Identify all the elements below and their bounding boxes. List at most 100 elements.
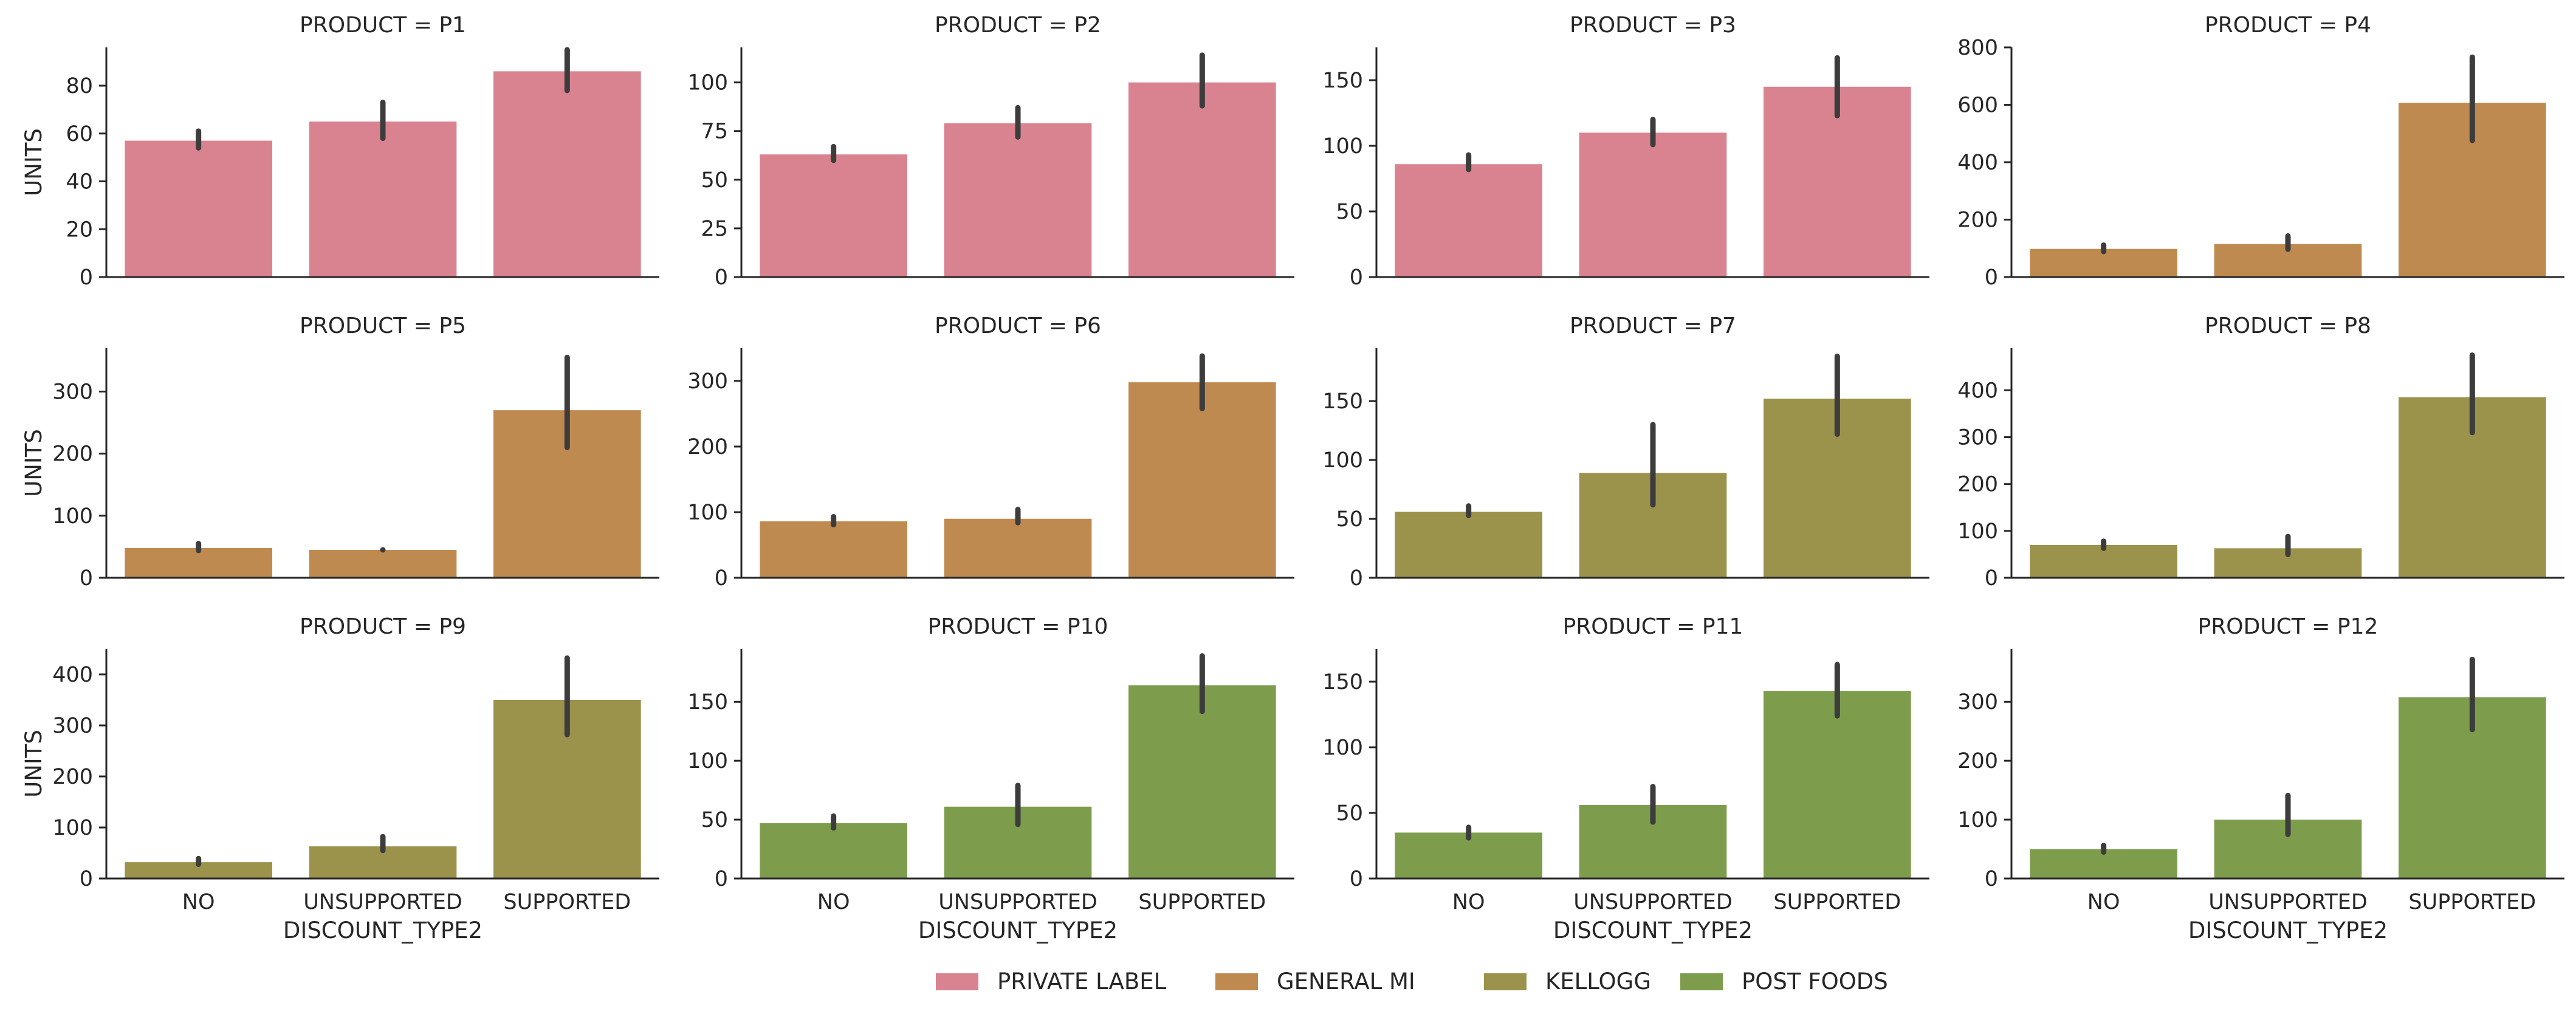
x-axis-label: DISCOUNT_TYPE2 xyxy=(918,917,1118,944)
y-tick-label: 50 xyxy=(1336,801,1363,826)
bar-unsupported xyxy=(944,123,1092,277)
legend-swatch xyxy=(936,973,978,990)
bar-supported xyxy=(1128,382,1276,578)
facet-title: PRODUCT = P3 xyxy=(1570,13,1736,38)
x-tick-label: NO xyxy=(817,890,850,914)
bar-unsupported xyxy=(309,122,457,277)
y-tick-label: 50 xyxy=(1336,507,1363,532)
y-tick-label: 0 xyxy=(715,867,728,891)
legend-swatch xyxy=(1680,973,1723,990)
x-tick-label: SUPPORTED xyxy=(1773,890,1901,914)
bar-supported xyxy=(1128,82,1276,277)
bar-no xyxy=(1395,164,1542,277)
facet-title: PRODUCT = P7 xyxy=(1570,313,1736,338)
bar-supported xyxy=(1764,86,1911,278)
legend-swatch xyxy=(1484,973,1527,990)
y-tick-label: 300 xyxy=(1957,690,1998,714)
facet-title: PRODUCT = P8 xyxy=(2205,313,2371,338)
y-tick-label: 150 xyxy=(1322,69,1363,93)
x-tick-label: UNSUPPORTED xyxy=(2208,890,2368,914)
y-tick-label: 150 xyxy=(1322,670,1363,694)
y-tick-label: 75 xyxy=(701,120,728,144)
x-tick-label: SUPPORTED xyxy=(1138,890,1266,914)
y-tick-label: 60 xyxy=(66,122,93,146)
y-tick-label: 0 xyxy=(80,566,93,591)
bar-no xyxy=(760,823,907,879)
y-tick-label: 0 xyxy=(1350,265,1363,290)
y-tick-label: 40 xyxy=(66,170,93,194)
y-tick-label: 100 xyxy=(52,816,93,840)
facet-title: PRODUCT = P1 xyxy=(300,13,466,38)
y-tick-label: 100 xyxy=(1322,736,1363,760)
facet-title: PRODUCT = P12 xyxy=(2198,614,2379,639)
y-tick-label: 600 xyxy=(1957,94,1998,118)
legend-swatch xyxy=(1215,973,1258,990)
y-tick-label: 0 xyxy=(1985,566,1998,591)
facet-title: PRODUCT = P4 xyxy=(2205,13,2371,38)
y-tick-label: 100 xyxy=(1322,134,1363,159)
x-tick-label: SUPPORTED xyxy=(2408,890,2536,914)
y-tick-label: 200 xyxy=(52,765,93,789)
y-tick-label: 300 xyxy=(1957,426,1998,450)
x-tick-label: UNSUPPORTED xyxy=(303,890,462,914)
y-tick-label: 0 xyxy=(1985,265,1998,290)
bar-no xyxy=(760,521,907,578)
y-tick-label: 200 xyxy=(1957,473,1998,497)
y-tick-label: 25 xyxy=(701,217,728,241)
legend-label: POST FOODS xyxy=(1742,968,1888,995)
y-tick-label: 100 xyxy=(1957,808,1998,832)
legend-label: GENERAL MI xyxy=(1277,968,1415,995)
facet-title: PRODUCT = P11 xyxy=(1563,614,1743,639)
y-axis-label: UNITS xyxy=(21,128,47,196)
bar-no xyxy=(760,154,907,277)
bar-unsupported xyxy=(1579,132,1727,277)
y-tick-label: 50 xyxy=(701,808,728,832)
bar-supported xyxy=(1764,691,1911,879)
y-tick-label: 0 xyxy=(715,265,728,290)
y-tick-label: 50 xyxy=(701,168,728,193)
y-tick-label: 0 xyxy=(715,566,728,591)
x-tick-label: NO xyxy=(1452,890,1485,914)
facet-title: PRODUCT = P10 xyxy=(928,614,1108,639)
bar-no xyxy=(125,140,272,277)
y-tick-label: 100 xyxy=(1322,448,1363,473)
x-tick-label: UNSUPPORTED xyxy=(938,890,1097,914)
y-tick-label: 100 xyxy=(687,749,728,773)
y-tick-label: 200 xyxy=(1957,749,1998,773)
y-tick-label: 100 xyxy=(1957,519,1998,544)
y-tick-label: 300 xyxy=(687,369,728,394)
y-tick-label: 20 xyxy=(66,218,93,242)
bar-unsupported xyxy=(944,518,1092,578)
bar-supported xyxy=(493,71,641,277)
y-tick-label: 0 xyxy=(1350,867,1363,891)
x-axis-label: DISCOUNT_TYPE2 xyxy=(283,917,483,944)
legend-label: PRIVATE LABEL xyxy=(997,968,1167,995)
x-axis-label: DISCOUNT_TYPE2 xyxy=(1553,917,1753,944)
y-tick-label: 150 xyxy=(687,690,728,714)
x-axis-label: DISCOUNT_TYPE2 xyxy=(2188,917,2388,944)
facet-title: PRODUCT = P9 xyxy=(300,614,466,639)
y-tick-label: 0 xyxy=(1350,566,1363,591)
x-tick-label: SUPPORTED xyxy=(503,890,631,914)
bar-supported xyxy=(1128,685,1276,879)
y-tick-label: 400 xyxy=(52,663,93,687)
y-axis-label: UNITS xyxy=(21,429,47,497)
y-tick-label: 400 xyxy=(1957,151,1998,175)
y-tick-label: 800 xyxy=(1957,36,1998,60)
y-tick-label: 200 xyxy=(1957,208,1998,233)
y-tick-label: 150 xyxy=(1322,389,1363,414)
facet-title: PRODUCT = P2 xyxy=(935,13,1101,38)
y-tick-label: 200 xyxy=(687,435,728,459)
legend-label: KELLOGG xyxy=(1545,968,1651,995)
y-tick-label: 400 xyxy=(1957,379,1998,403)
bar-no xyxy=(1395,512,1542,578)
y-tick-label: 0 xyxy=(80,867,93,891)
facet-title: PRODUCT = P6 xyxy=(935,313,1101,338)
y-tick-label: 100 xyxy=(687,71,728,95)
x-tick-label: NO xyxy=(2087,890,2120,914)
y-tick-label: 100 xyxy=(52,504,93,529)
x-tick-label: UNSUPPORTED xyxy=(1573,890,1733,914)
bar-unsupported xyxy=(309,550,457,578)
